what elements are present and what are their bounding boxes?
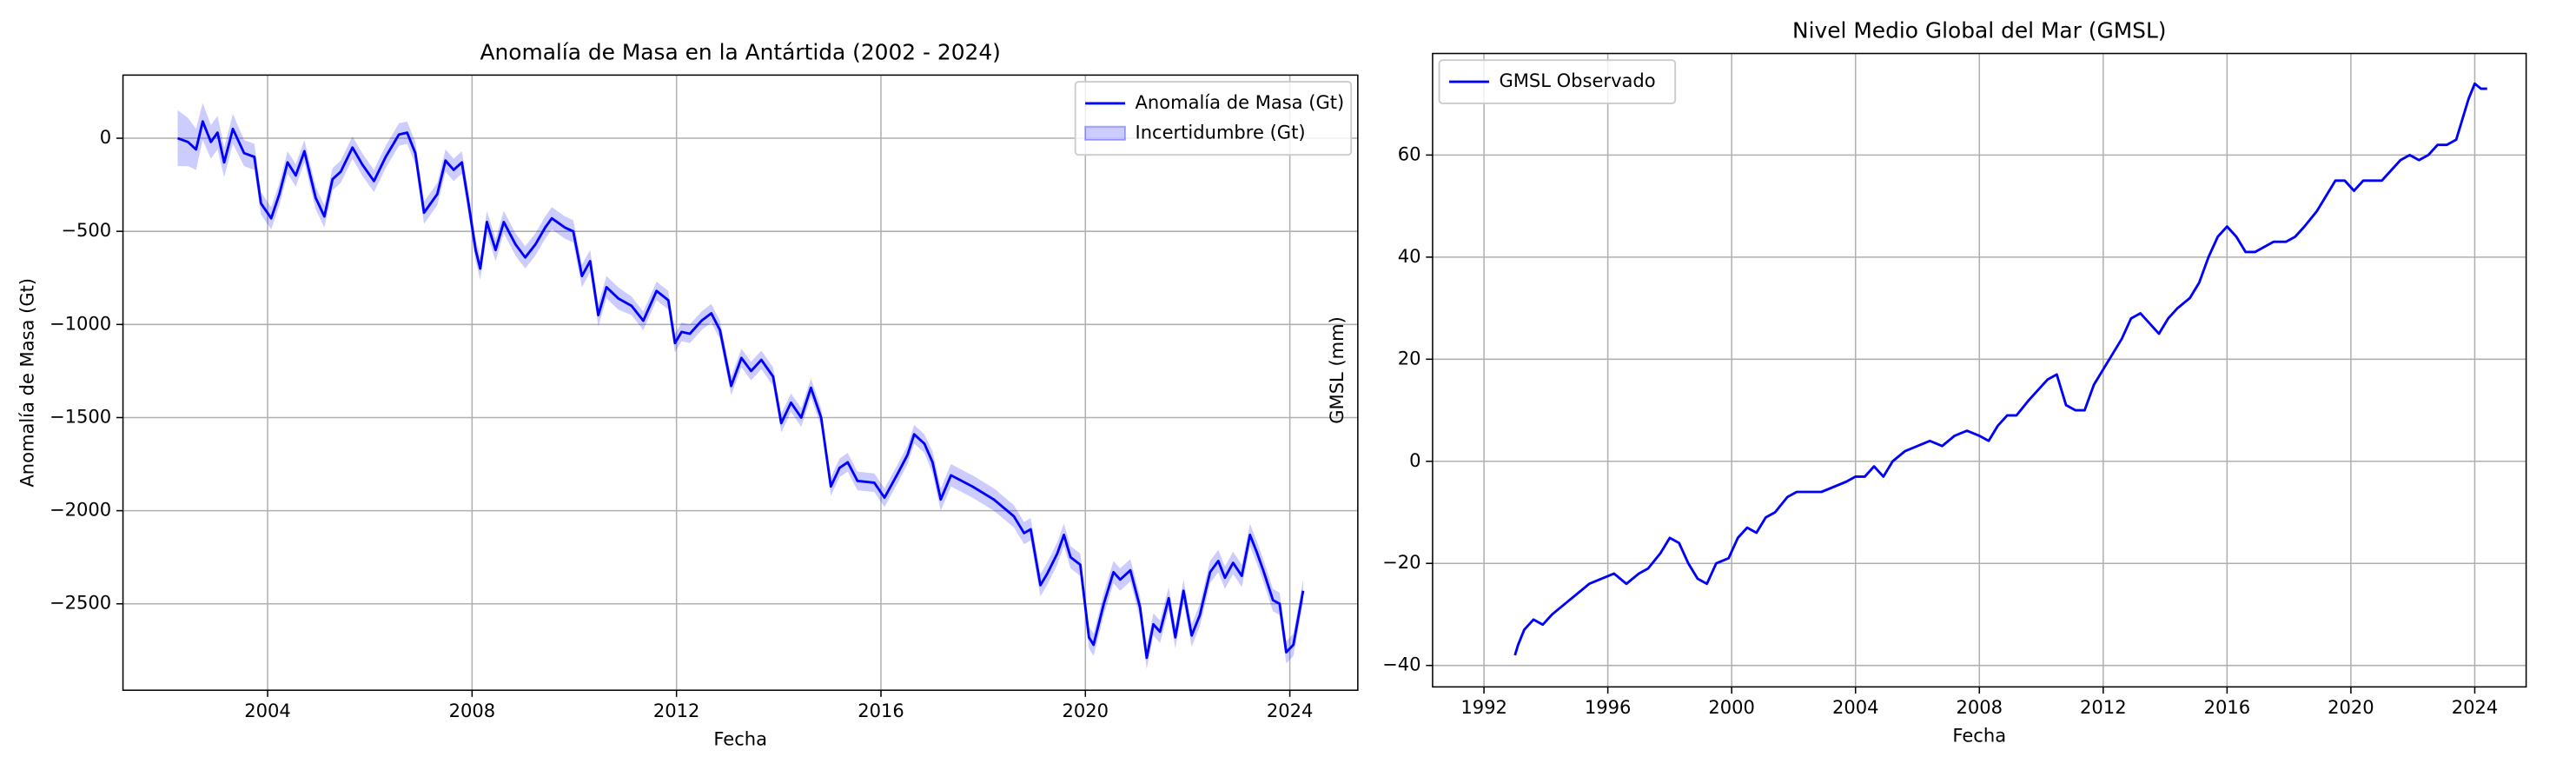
y-tick-label: −20	[1382, 551, 1420, 573]
x-tick-label: 2016	[858, 700, 904, 721]
chart: Anomalía de Masa en la Antártida (2002 -…	[17, 40, 1359, 750]
plot-frame	[122, 74, 1359, 691]
x-tick-label: 2004	[1832, 696, 1879, 718]
x-tick-label: 2024	[1267, 700, 1314, 721]
data-line	[177, 120, 1305, 660]
y-tick-label: 0	[1409, 449, 1420, 471]
x-tick-label: 1992	[1460, 696, 1507, 718]
y-tick-label: 60	[1398, 143, 1421, 164]
data-line	[1513, 82, 2487, 656]
y-tick-label: −1000	[50, 312, 111, 334]
x-tick-label: 2008	[1957, 696, 2003, 718]
chart-title: Nivel Medio Global del Mar (GMSL)	[1792, 18, 2167, 43]
legend-swatch	[1084, 125, 1126, 141]
y-tick-label: 40	[1398, 245, 1421, 267]
chart-title: Anomalía de Masa en la Antártida (2002 -…	[480, 40, 1001, 65]
legend-label: Incertidumbre (Gt)	[1136, 121, 1306, 143]
y-tick-label: 20	[1398, 347, 1421, 369]
plot-frame	[1432, 52, 2527, 688]
x-tick-label: 2008	[449, 700, 496, 721]
legend-box	[1438, 59, 1677, 104]
legend-label: GMSL Observado	[1499, 70, 1655, 91]
x-axis-label: Fecha	[713, 728, 767, 750]
y-tick-label: 0	[100, 126, 111, 148]
y-tick-label: −2500	[50, 592, 111, 614]
y-tick-label: −500	[61, 219, 111, 241]
x-tick-label: 2004	[244, 700, 291, 721]
x-tick-label: 1996	[1585, 696, 1632, 718]
legend-box	[1074, 81, 1353, 156]
x-tick-label: 2020	[2328, 696, 2374, 718]
x-tick-label: 2012	[2080, 696, 2127, 718]
y-tick-label: −40	[1382, 654, 1420, 675]
x-tick-label: 2024	[2452, 696, 2499, 718]
x-tick-label: 2016	[2204, 696, 2251, 718]
x-tick-label: 2000	[1708, 696, 1755, 718]
y-axis-label: GMSL (mm)	[1326, 316, 1348, 424]
chart: Nivel Medio Global del Mar (GMSL) Fecha GM…	[1326, 18, 2527, 747]
x-tick-label: 2012	[653, 700, 700, 721]
y-axis-label: Anomalía de Masa (Gt)	[17, 278, 38, 488]
x-tick-label: 2020	[1063, 700, 1109, 721]
x-axis-label: Fecha	[1952, 725, 2006, 747]
legend-label: Anomalía de Masa (Gt)	[1136, 91, 1345, 113]
y-tick-label: −1500	[50, 405, 111, 427]
y-tick-label: −2000	[50, 499, 111, 521]
